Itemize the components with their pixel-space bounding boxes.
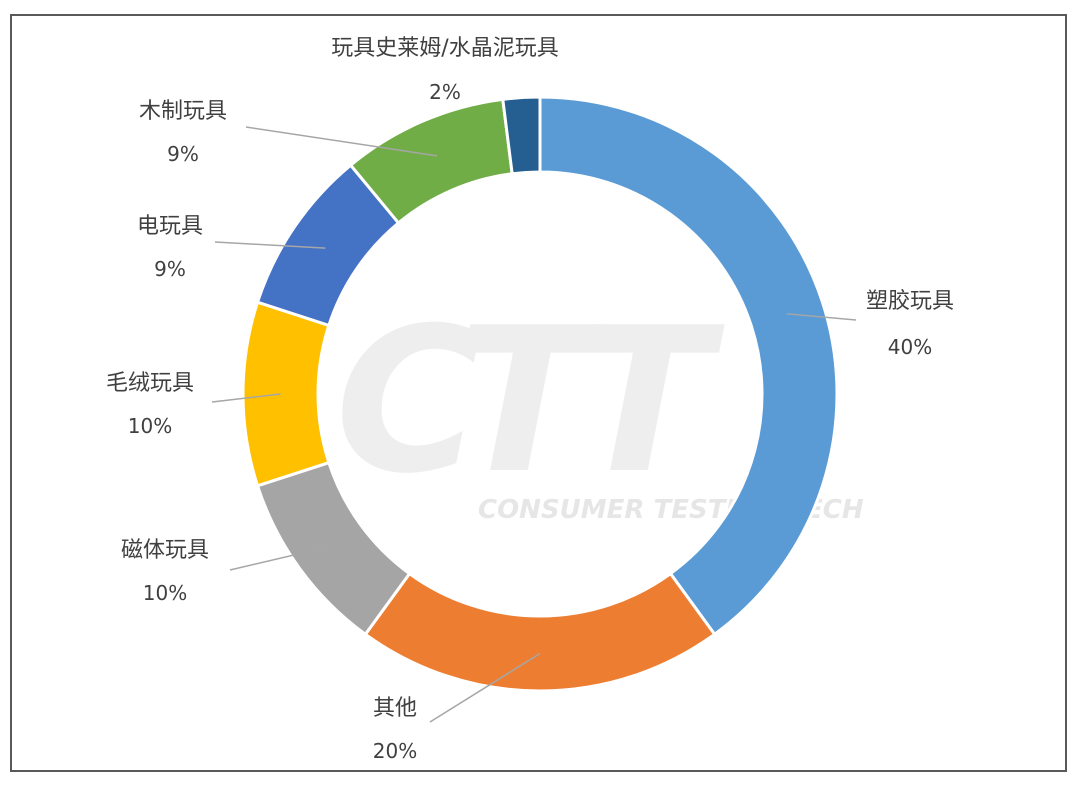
value-label-slime: 2% [429,80,461,104]
label-plush: 毛绒玩具 [106,371,194,396]
value-label-electric: 9% [154,257,186,281]
leader-line-plastic [786,313,857,321]
slice-plastic [538,95,839,637]
label-magnet: 磁体玩具 [121,538,209,563]
label-slime: 玩具史莱姆/水晶泥玩具 [331,36,558,61]
slice-plush [241,300,331,488]
leader-lines-group [211,126,857,723]
leader-line-magnet [229,545,331,571]
value-label-wooden: 9% [167,142,199,166]
leader-line-other [429,652,541,723]
label-wooden: 木制玩具 [139,99,227,124]
labels-group: 塑胶玩具 40% 其他 20% 磁体玩具 10% 毛绒玩具 10% 电玩具 9% 木制玩具 9% 玩具史… [106,36,954,763]
watermark-letter-t2: T [575,285,725,518]
slices-group [241,95,839,693]
label-electric: 电玩具 [137,214,203,239]
leader-line-plush [211,393,281,403]
watermark-logo: C T T CONSUMER TESTING TECH [335,285,864,525]
leader-line-wooden [245,126,438,157]
value-label-magnet: 10% [143,581,187,605]
leader-line-electric [214,241,326,249]
label-other: 其他 [373,696,417,721]
watermark-letter-c: C [335,285,482,518]
watermark-letter-t1: T [455,285,605,518]
value-label-plush: 10% [128,414,172,438]
label-plastic: 塑胶玩具 [866,289,954,314]
slice-other [363,571,717,693]
slice-slime [501,95,542,176]
value-label-plastic: 40% [888,335,932,359]
value-label-other: 20% [373,739,417,763]
